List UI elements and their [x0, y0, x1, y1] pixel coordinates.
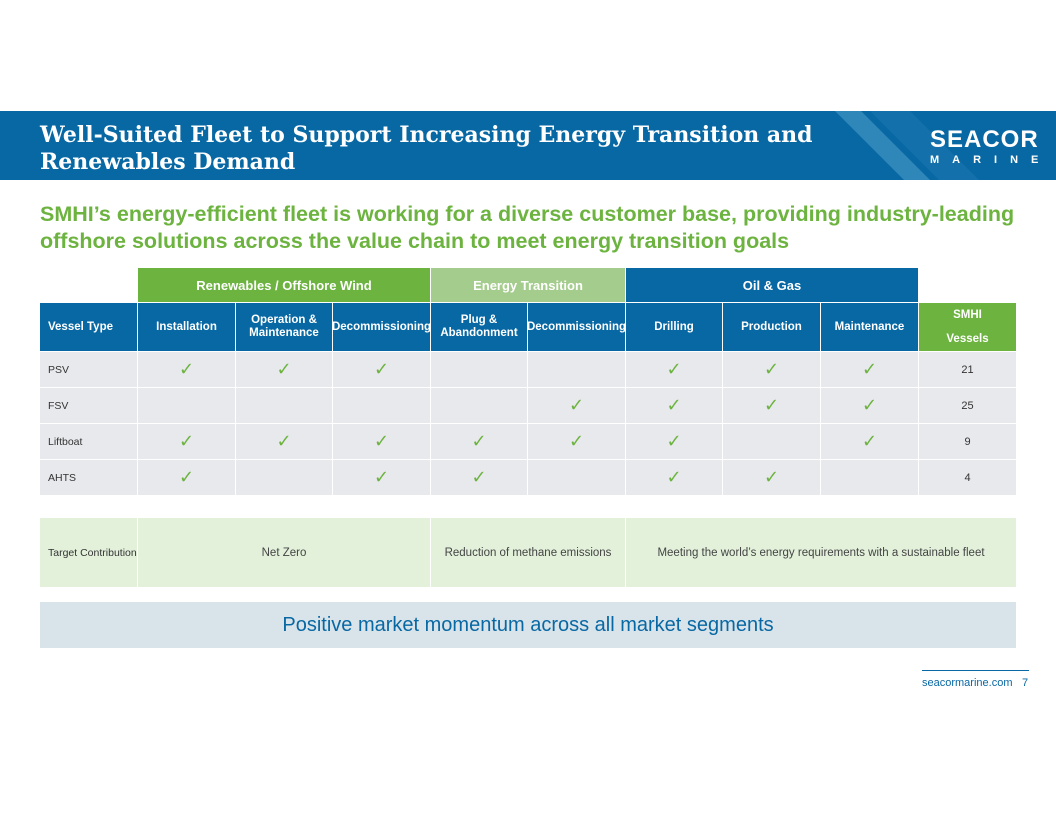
group-header-oil-gas: Oil & Gas [626, 268, 918, 302]
target-oil-gas: Meeting the world’s energy requirements … [626, 518, 1016, 587]
checkmark-icon: ✓ [666, 358, 682, 380]
table-cell: ✓ [236, 352, 332, 387]
checkmark-icon: ✓ [666, 430, 682, 452]
checkmark-icon: ✓ [178, 430, 195, 452]
table-cell [236, 460, 332, 495]
smhi-header-line1: SMHI [953, 309, 982, 321]
checkmark-icon: ✓ [373, 466, 390, 488]
table-cell [723, 424, 820, 459]
table-cell [431, 352, 527, 387]
target-energy-transition: Reduction of methane emissions [431, 518, 625, 587]
subtitle: SMHI’s energy-efficient fleet is working… [40, 202, 1015, 253]
vessel-count-cell: 21 [919, 352, 1016, 387]
checkmark-icon: ✓ [861, 394, 878, 416]
table-cell: ✓ [333, 352, 430, 387]
table-cell: ✓ [138, 460, 235, 495]
checkmark-icon: ✓ [861, 358, 878, 380]
vessel-type-cell: Liftboat [40, 424, 137, 459]
table-cell: ✓ [236, 424, 332, 459]
column-header: Vessel Type [40, 303, 137, 351]
logo-wordmark: SEACOR [930, 126, 1039, 153]
table-cell [236, 388, 332, 423]
table-cell: ✓ [723, 460, 820, 495]
table-cell: ✓ [821, 388, 918, 423]
column-header: Decommissioning [332, 303, 431, 351]
footer-divider [922, 670, 1029, 671]
table-cell: ✓ [626, 460, 722, 495]
vessel-count-cell: 25 [919, 388, 1016, 423]
vessel-type-cell: AHTS [40, 460, 137, 495]
checkmark-icon: ✓ [861, 430, 878, 452]
table-cell: ✓ [431, 424, 527, 459]
table-cell: ✓ [138, 352, 235, 387]
table-cell: ✓ [821, 424, 918, 459]
table-cell: ✓ [626, 424, 722, 459]
table-cell: ✓ [723, 352, 820, 387]
table-cell: ✓ [138, 424, 235, 459]
checkmark-icon: ✓ [763, 466, 780, 488]
table-cell [431, 388, 527, 423]
vessel-count-cell: 4 [919, 460, 1016, 495]
table-cell [528, 352, 625, 387]
checkmark-icon: ✓ [471, 430, 487, 452]
checkmark-icon: ✓ [666, 466, 682, 488]
column-header: Operation & Maintenance [236, 303, 332, 351]
table-cell: ✓ [333, 424, 430, 459]
target-renewables: Net Zero [138, 518, 430, 587]
checkmark-icon: ✓ [178, 466, 195, 488]
table-cell: ✓ [723, 388, 820, 423]
table-cell: ✓ [626, 352, 722, 387]
table-cell: ✓ [626, 388, 722, 423]
vessel-count-cell: 9 [919, 424, 1016, 459]
vessel-type-cell: FSV [40, 388, 137, 423]
momentum-banner: Positive market momentum across all mark… [40, 602, 1016, 648]
seacor-marine-logo: SEACOR MARINE [930, 126, 1052, 167]
table-cell: ✓ [528, 388, 625, 423]
table-cell: ✓ [333, 460, 430, 495]
checkmark-icon: ✓ [471, 466, 487, 488]
table-cell [138, 388, 235, 423]
smhi-vessels-header: SMHI Vessels [919, 303, 1016, 351]
footer-url: seacormarine.com [922, 677, 1013, 689]
table-cell: ✓ [821, 352, 918, 387]
page-number: 7 [1022, 677, 1029, 689]
checkmark-icon: ✓ [178, 358, 195, 380]
column-header: Plug & Abandonment [431, 303, 527, 351]
column-header: Decommissioning [527, 303, 626, 351]
checkmark-icon: ✓ [276, 358, 292, 380]
vessel-type-cell: PSV [40, 352, 137, 387]
column-header: Maintenance [821, 303, 918, 351]
checkmark-icon: ✓ [568, 430, 585, 452]
table-cell [333, 388, 430, 423]
column-header: Production [723, 303, 820, 351]
logo-subtext: MARINE [930, 154, 1052, 166]
checkmark-icon: ✓ [568, 394, 585, 416]
table-cell [821, 460, 918, 495]
table-cell [528, 460, 625, 495]
header-band [0, 111, 1056, 180]
table-cell: ✓ [431, 460, 527, 495]
column-header: Drilling [626, 303, 722, 351]
page-title: Well-Suited Fleet to Support Increasing … [40, 122, 813, 175]
checkmark-icon: ✓ [373, 358, 390, 380]
column-header: Installation [138, 303, 235, 351]
checkmark-icon: ✓ [373, 430, 390, 452]
checkmark-icon: ✓ [666, 394, 682, 416]
group-header-renewables: Renewables / Offshore Wind [138, 268, 430, 302]
checkmark-icon: ✓ [763, 394, 780, 416]
target-contribution-label: Target Contribution [40, 518, 137, 587]
checkmark-icon: ✓ [276, 430, 292, 452]
table-cell: ✓ [528, 424, 625, 459]
smhi-header-line2: Vessels [946, 333, 989, 345]
group-header-energy-transition: Energy Transition [431, 268, 625, 302]
checkmark-icon: ✓ [763, 358, 780, 380]
